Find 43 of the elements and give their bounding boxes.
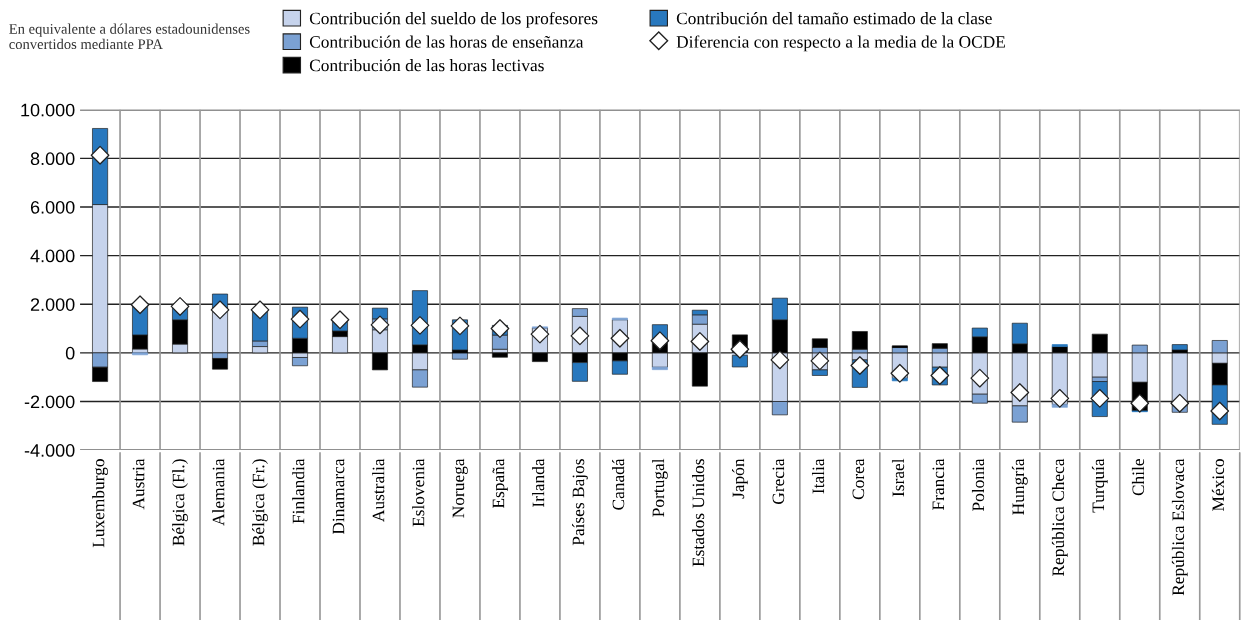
x-tick-label: Eslovenia — [412, 458, 425, 527]
legend-label: Contribución del sueldo de los profesores — [309, 11, 598, 28]
x-tick-label: Polonia — [971, 458, 985, 511]
x-tick-label: Irlanda — [532, 458, 545, 507]
x-tick-label: Grecia — [772, 458, 785, 504]
x-tick-label: República Checa — [1051, 458, 1068, 577]
x-tick-label: Países Bajos — [572, 459, 588, 546]
x-tick-label: Dinamarca — [332, 458, 345, 535]
x-tick-label: Portugal — [652, 458, 668, 517]
x-tick-label: Turquía — [1091, 458, 1108, 513]
y-tick-label: -2.000 — [24, 395, 75, 409]
x-tick-label: Corea — [852, 458, 865, 500]
x-tick-label: Hungría — [1011, 458, 1028, 515]
x-tick-label: Austria — [132, 458, 145, 510]
x-tick-label: Israel — [891, 458, 905, 497]
y-tick-label: -4.000 — [24, 444, 75, 457]
y-tick-label: 10.000 — [21, 103, 75, 117]
x-tick-label: Estados Unidos — [692, 459, 705, 567]
x-tick-label: Bélgica (Fr.) — [252, 459, 268, 546]
y-tick-label: 4.000 — [30, 249, 75, 263]
legend-label: Contribución de las horas de enseñanza — [309, 35, 584, 48]
y-axis-title: En equivalente a dólares estadounidenses convertidos mediante PPA — [9, 23, 250, 50]
x-tick-label: España — [492, 458, 508, 509]
y-tick-label: 0 — [65, 346, 75, 360]
x-tick-label: Alemania — [212, 458, 225, 526]
legend-label: Diferencia con respecto a la media de la OCDE — [676, 35, 1005, 52]
y-tick-label: 8.000 — [30, 152, 75, 166]
y-tick-label: 2.000 — [30, 298, 75, 311]
x-tick-label: Luxemburgo — [92, 459, 108, 548]
x-tick-label: Italia — [811, 458, 825, 494]
x-tick-label: República Eslovaca — [1171, 458, 1188, 596]
legend-label: Contribución de las horas lectivas — [309, 59, 544, 72]
x-tick-label: Australia — [372, 458, 385, 522]
x-tick-label: Bélgica (Fl.) — [172, 459, 188, 546]
legend-label: Contribución del tamaño estimado de la clase — [676, 12, 992, 25]
x-tick-label: Chile — [1131, 459, 1145, 496]
x-tick-label: Francia — [932, 458, 945, 511]
y-tick-label: 6.000 — [30, 200, 75, 214]
x-tick-label: Finlandia — [292, 458, 305, 524]
x-tick-label: Japón — [732, 458, 748, 499]
x-tick-label: Canadá — [612, 458, 625, 510]
x-tick-label: México — [1211, 459, 1225, 511]
x-tick-label: Noruega — [452, 458, 468, 518]
